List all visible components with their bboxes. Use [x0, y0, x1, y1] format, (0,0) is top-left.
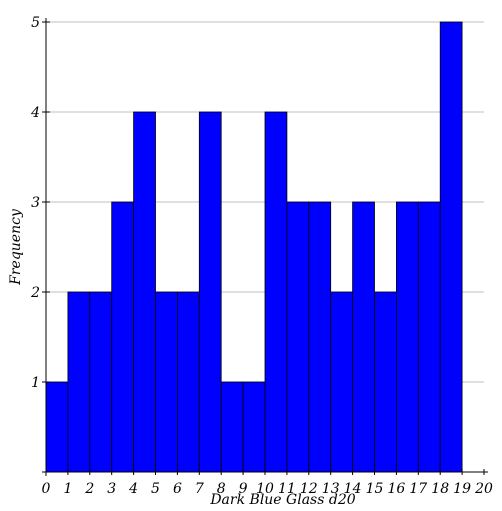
x-tick-label-19: 19: [453, 481, 471, 497]
bar-bin-11: [286, 201, 310, 473]
x-axis-title: Dark Blue Glass d20: [209, 492, 355, 508]
x-tick-label-11: 11: [278, 481, 296, 497]
bar-bin-9: [242, 381, 266, 473]
histogram-bars: [45, 21, 463, 473]
bar-bin-12: [308, 201, 332, 473]
x-tick-label-4: 4: [128, 481, 138, 497]
y-tick-labels: 1 2 3 4 5: [30, 15, 40, 391]
y-axis-title: Frequency: [8, 208, 24, 286]
bar-bin-16: [395, 201, 419, 473]
x-tick-label-10: 10: [256, 481, 274, 497]
x-tick-label-2: 2: [84, 481, 94, 497]
y-tick-label-5: 5: [31, 15, 40, 31]
x-tick-label-1: 1: [63, 481, 72, 497]
x-tick-label-14: 14: [344, 481, 362, 497]
bar-bin-7: [198, 111, 222, 473]
bar-bin-4: [133, 111, 156, 473]
y-tick-label-2: 2: [30, 285, 40, 301]
bar-bin-0: [45, 381, 69, 473]
bar-bin-1: [67, 291, 91, 473]
x-tick-labels: 0 1 2 3 4 5 6 7 8 9 10 11 12 13 14 15 16 17 18 19 20: [42, 481, 493, 497]
bar-bin-18: [439, 21, 463, 473]
y-tick-label-4: 4: [30, 105, 40, 121]
x-tick-label-7: 7: [195, 481, 204, 497]
y-tick-label-1: 1: [31, 375, 40, 391]
bar-bin-15: [374, 291, 397, 473]
bar-bin-3: [111, 201, 134, 473]
x-tick-label-15: 15: [366, 481, 384, 497]
x-tick-label-18: 18: [431, 481, 449, 497]
x-tick-label-5: 5: [151, 481, 160, 497]
x-tick-label-16: 16: [387, 481, 405, 497]
x-tick-label-8: 8: [217, 481, 226, 497]
bar-bin-2: [89, 291, 113, 473]
bar-bin-14: [352, 201, 375, 473]
bar-bin-8: [220, 381, 244, 473]
x-tick-label-6: 6: [173, 481, 182, 497]
bar-bin-10: [264, 111, 288, 473]
x-tick-label-17: 17: [409, 481, 427, 497]
x-tick-label-0: 0: [42, 481, 51, 497]
x-tick-label-20: 20: [474, 481, 493, 497]
x-tick-label-9: 9: [239, 481, 248, 497]
bar-bin-6: [176, 291, 200, 473]
tick-marks: [42, 21, 485, 475]
x-tick-label-13: 13: [322, 481, 340, 497]
bar-bin-17: [417, 201, 441, 473]
x-tick-label-3: 3: [107, 481, 116, 497]
y-tick-label-3: 3: [31, 195, 40, 211]
x-tick-label-12: 12: [300, 481, 318, 497]
bar-bin-13: [330, 291, 354, 473]
bar-bin-5: [155, 291, 178, 473]
